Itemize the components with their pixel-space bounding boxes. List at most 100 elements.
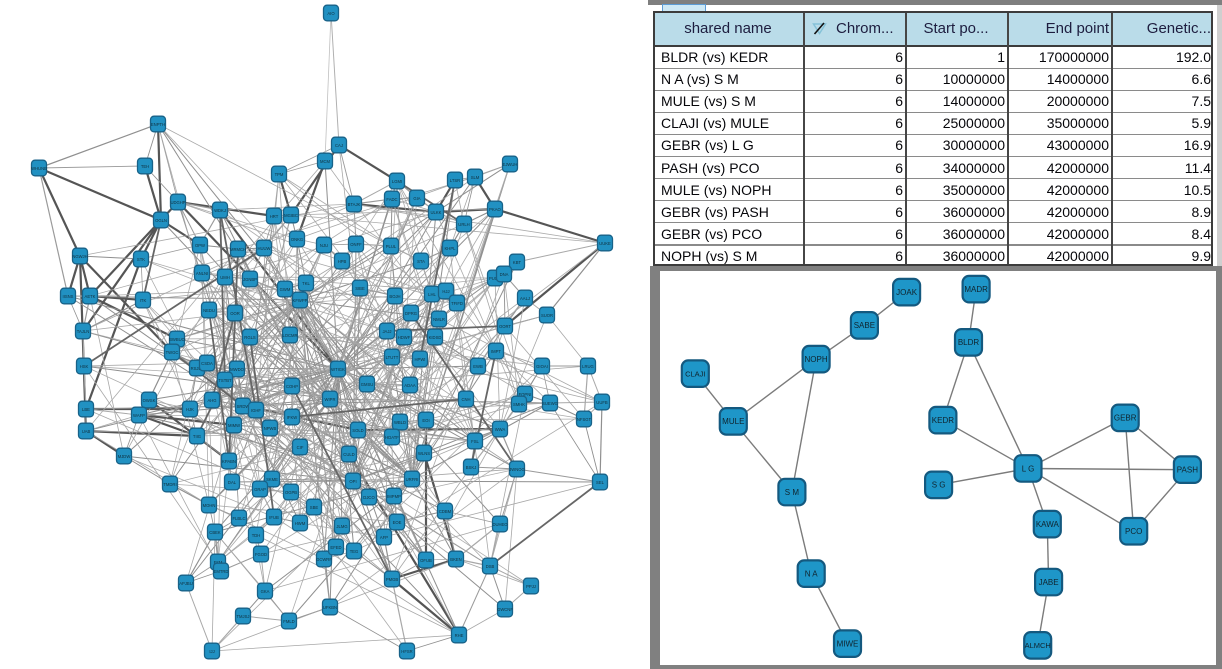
svg-text:OPW: OPW [195,243,205,248]
svg-text:URFRI: URFRI [406,477,419,482]
svg-text:TIIG: TIIG [193,434,201,439]
svg-text:WDKJ: WDKJ [214,208,226,213]
svg-text:IMPT: IMPT [491,349,501,354]
svg-text:GRAP: GRAP [254,487,266,492]
svg-text:NOPH: NOPH [805,355,828,364]
svg-text:TKL: TKL [302,281,310,286]
svg-text:UUFB: UUFB [596,400,608,405]
svg-text:SABE: SABE [854,321,875,330]
svg-text:FLBLC: FLBLC [232,516,245,521]
svg-text:WWA: WWA [495,427,506,432]
svg-text:CAJ: CAJ [335,143,343,148]
svg-text:UFKBN: UFKBN [323,605,337,610]
svg-text:APJBU: APJBU [179,581,193,586]
svg-text:WBLD: WBLD [394,420,406,425]
svg-text:TMDRI: TMDRI [163,482,176,487]
svg-text:S M: S M [785,488,800,497]
svg-text:WTIGK: WTIGK [331,367,345,372]
svg-text:KFWPP: KFWPP [293,298,308,303]
svg-text:EMTRD: EMTRD [214,569,229,574]
svg-text:MADR: MADR [964,285,988,294]
svg-text:GWM: GWM [280,287,291,292]
svg-text:JGNBP: JGNBP [243,277,257,282]
svg-text:SRDW: SRDW [237,404,250,409]
svg-text:IGHF: IGHF [251,408,261,413]
svg-text:LBE: LBE [82,407,90,412]
svg-text:GEBR: GEBR [1114,414,1137,423]
svg-text:LRUG: LRUG [582,364,594,369]
svg-text:TEH: TEH [141,164,149,169]
svg-text:SLM: SLM [471,175,480,180]
svg-text:HUUW: HUUW [257,246,270,251]
svg-text:SMHK: SMHK [513,402,525,407]
svg-text:IISNS: IISNS [63,294,74,299]
svg-text:PKAO: PKAO [489,207,501,212]
svg-text:UMH: UMH [220,275,230,280]
svg-text:SOLD: SOLD [352,428,363,433]
svg-text:HFSR: HFSR [401,649,412,654]
svg-text:PASH: PASH [1177,466,1198,475]
svg-text:MGIBC: MGIBC [284,213,298,218]
svg-text:TSTBT: TSTBT [218,378,232,383]
svg-text:STA: STA [417,259,425,264]
svg-text:IMPMP: IMPMP [387,494,401,499]
svg-text:ADAA: ADAA [404,383,416,388]
svg-text:WHUNB: WHUNB [31,166,47,171]
svg-text:KIDSD: KIDSD [429,335,442,340]
svg-text:SBE: SBE [310,505,319,510]
svg-text:DUHEO: DUHEO [492,522,508,527]
svg-text:MIMW: MIMW [228,423,240,428]
svg-text:GMSU: GMSU [361,382,374,387]
svg-text:FSM: FSM [214,560,223,565]
svg-text:FGOD: FGOD [255,552,267,557]
svg-text:AHG: AHG [207,398,216,403]
svg-text:AALJ: AALJ [520,296,530,301]
svg-text:PMGB: PMGB [386,577,399,582]
svg-text:PPJJ: PPJJ [526,584,536,589]
svg-text:HPB: HPB [338,259,347,264]
svg-text:JOAK: JOAK [896,288,918,297]
svg-text:HRT: HRT [270,214,279,219]
svg-text:AFP: AFP [380,535,388,540]
svg-text:EWB: EWB [473,364,483,369]
svg-text:SEL: SEL [596,480,605,485]
svg-text:JABE: JABE [1039,578,1059,587]
svg-text:WAFP: WAFP [133,413,145,418]
svg-text:SKME: SKME [266,477,278,482]
svg-text:LGMI: LGMI [392,179,402,184]
svg-text:RSJBJ: RSJBJ [191,366,204,371]
svg-text:S G: S G [932,481,946,490]
svg-text:TFIFD: TFIFD [451,301,463,306]
svg-text:GIOAI: GIOAI [536,364,548,369]
svg-text:EFED: EFED [330,545,341,550]
svg-text:AIO: AIO [327,11,335,16]
svg-text:MCM: MCM [320,159,331,164]
svg-text:OFUB: OFUB [420,558,432,563]
svg-text:NJU: NJU [320,243,328,248]
svg-text:IJJ: IJJ [209,649,214,654]
svg-text:ONFF: ONFF [350,242,362,247]
svg-text:OGLN: OGLN [155,218,167,223]
svg-text:DJCO: DJCO [363,495,375,500]
svg-text:GCWRF: GCWRF [316,557,332,562]
svg-text:TEG: TEG [350,549,359,554]
svg-text:KEDR: KEDR [932,416,954,425]
svg-text:OORT: OORT [499,324,511,329]
svg-text:DAL: DAL [228,480,237,485]
svg-text:LOCMR: LOCMR [282,333,297,338]
svg-text:WLNS: WLNS [418,451,430,456]
svg-text:FSL: FSL [471,439,479,444]
svg-text:NFSGT: NFSGT [577,417,592,422]
svg-text:CIF: CIF [297,445,304,450]
svg-text:MULE: MULE [722,417,744,426]
svg-text:TDH: TDH [252,533,261,538]
svg-text:SUEWG: SUEWG [542,401,558,406]
svg-text:N A: N A [805,569,819,578]
svg-text:ALMCH: ALMCH [1025,641,1051,650]
svg-text:KBT: KBT [513,260,522,265]
svg-text:JWNOG: JWNOG [509,467,525,472]
svg-text:GWCNF: GWCNF [497,607,513,612]
svg-text:CBEK: CBEK [209,530,221,535]
svg-text:MRMCH: MRMCH [230,247,246,252]
svg-text:TAJLN: TAJLN [77,329,90,334]
